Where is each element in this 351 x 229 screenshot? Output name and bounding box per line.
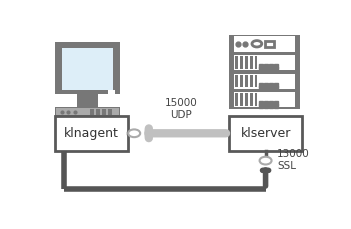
FancyBboxPatch shape [255, 93, 257, 106]
Text: 15000
UDP: 15000 UDP [165, 98, 198, 120]
FancyBboxPatch shape [234, 55, 295, 70]
FancyBboxPatch shape [234, 92, 295, 107]
FancyBboxPatch shape [61, 48, 113, 90]
Circle shape [260, 157, 272, 164]
FancyBboxPatch shape [250, 93, 252, 106]
Text: klnagent: klnagent [64, 127, 119, 140]
FancyBboxPatch shape [250, 75, 252, 87]
FancyBboxPatch shape [235, 93, 238, 106]
Circle shape [128, 129, 140, 137]
Text: klserver: klserver [240, 127, 291, 140]
FancyBboxPatch shape [250, 56, 252, 69]
FancyBboxPatch shape [245, 75, 247, 87]
FancyBboxPatch shape [77, 95, 98, 108]
FancyBboxPatch shape [240, 56, 243, 69]
FancyBboxPatch shape [234, 74, 295, 89]
FancyBboxPatch shape [255, 75, 257, 87]
FancyBboxPatch shape [234, 36, 295, 52]
FancyBboxPatch shape [55, 108, 119, 115]
FancyBboxPatch shape [108, 90, 115, 95]
FancyBboxPatch shape [55, 107, 120, 116]
FancyBboxPatch shape [240, 93, 243, 106]
FancyBboxPatch shape [240, 75, 243, 87]
FancyBboxPatch shape [55, 116, 128, 151]
FancyBboxPatch shape [102, 109, 106, 115]
FancyBboxPatch shape [90, 109, 94, 115]
FancyBboxPatch shape [235, 75, 238, 87]
FancyBboxPatch shape [229, 35, 300, 109]
FancyBboxPatch shape [229, 116, 302, 151]
FancyBboxPatch shape [55, 42, 120, 95]
FancyBboxPatch shape [96, 109, 100, 115]
FancyBboxPatch shape [108, 109, 112, 115]
FancyBboxPatch shape [235, 56, 238, 69]
FancyBboxPatch shape [245, 56, 247, 69]
FancyBboxPatch shape [245, 93, 247, 106]
Text: 13000
SSL: 13000 SSL [277, 149, 310, 171]
FancyBboxPatch shape [255, 56, 257, 69]
